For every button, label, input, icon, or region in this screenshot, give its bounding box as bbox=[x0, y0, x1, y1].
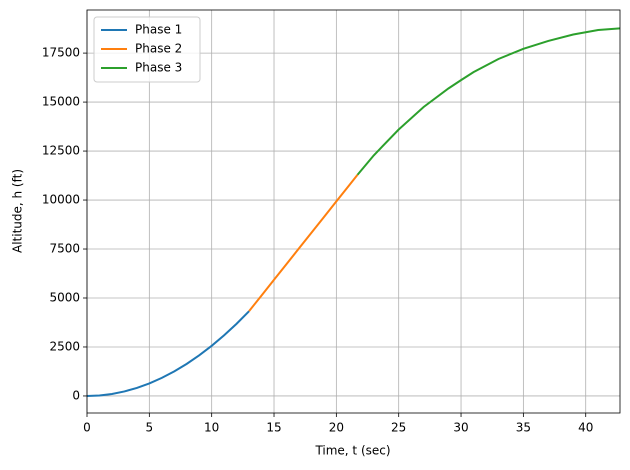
line-series bbox=[356, 27, 620, 176]
x-axis-label: Time, t (sec) bbox=[314, 444, 390, 458]
y-tick-label: 5000 bbox=[49, 290, 80, 304]
x-tick-label: 0 bbox=[83, 421, 91, 435]
y-tick-label: 12500 bbox=[42, 144, 80, 158]
legend-label: Phase 2 bbox=[135, 42, 182, 56]
x-tick-label: 40 bbox=[578, 421, 593, 435]
line-series bbox=[248, 174, 359, 312]
line-series bbox=[87, 310, 250, 397]
x-tick-label: 35 bbox=[516, 421, 531, 435]
y-tick-label: 10000 bbox=[42, 193, 80, 207]
x-tick-label: 30 bbox=[453, 421, 468, 435]
x-tick-label: 15 bbox=[266, 421, 281, 435]
legend-box bbox=[93, 16, 201, 83]
x-tick-label: 5 bbox=[146, 421, 154, 435]
x-tick-label: 20 bbox=[329, 421, 344, 435]
legend-label: Phase 1 bbox=[135, 23, 182, 37]
y-tick-label: 0 bbox=[72, 388, 80, 402]
x-tick-label: 25 bbox=[391, 421, 406, 435]
y-tick-label: 2500 bbox=[49, 339, 80, 353]
y-tick-label: 7500 bbox=[49, 242, 80, 256]
plot-frame bbox=[86, 9, 621, 414]
y-axis-label: Altitude, h (ft) bbox=[11, 169, 25, 253]
y-tick-label: 15000 bbox=[42, 95, 80, 109]
legend-label: Phase 3 bbox=[135, 61, 182, 75]
x-tick-label: 10 bbox=[204, 421, 219, 435]
y-tick-label: 17500 bbox=[42, 46, 80, 60]
